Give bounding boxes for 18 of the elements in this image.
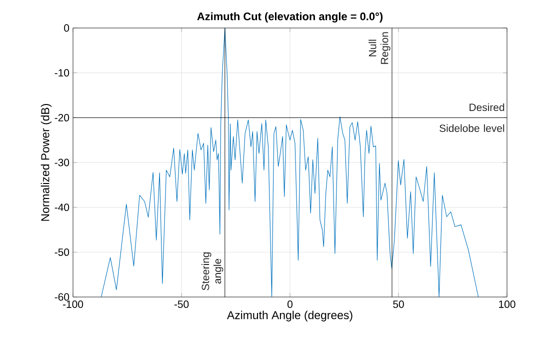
ref-line-label: Null Region [368, 32, 390, 64]
y-tick-label: -50 [54, 248, 70, 256]
x-axis-title: Azimuth Angle (degrees) [226, 310, 352, 322]
y-tick-label: -40 [54, 204, 70, 212]
chart-title: Azimuth Cut (elevation angle = 0.0°) [197, 12, 383, 23]
x-tick-label: 0 [288, 300, 292, 308]
ref-line-label: Steering angle [202, 252, 224, 290]
x-tick-label: -100 [63, 300, 84, 308]
x-tick-label: -50 [174, 300, 189, 308]
y-tick-label: -60 [54, 293, 70, 301]
text: Desired Sidelobe level [440, 103, 504, 132]
y-tick-label: -10 [54, 69, 70, 77]
y-tick-label: -30 [54, 158, 70, 166]
y-tick-label: 0 [64, 24, 70, 32]
x-tick-label: 100 [499, 300, 516, 308]
y-axis-title: Normalized Power (dB) [40, 104, 52, 221]
y-tick-label: -20 [54, 114, 70, 122]
x-tick-label: 50 [393, 300, 404, 308]
